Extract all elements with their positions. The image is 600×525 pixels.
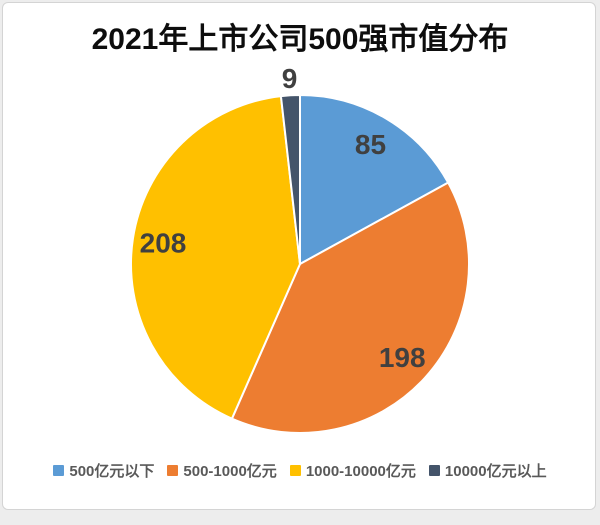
pie-slice-3 [279,94,301,265]
data-label-0: 85 [355,129,386,160]
pie-slice-0 [299,94,450,265]
pie-slice-1 [230,181,471,434]
data-label-3: 9 [282,63,298,94]
data-label-1: 198 [379,342,426,373]
legend-label: 500亿元以下 [69,463,155,480]
data-label-2: 208 [140,228,187,259]
legend-label: 10000亿元以上 [444,463,547,480]
legend: 500亿元以下 500-1000亿元 1000-10000亿元 10000亿元以上 [0,460,600,481]
legend-color-swatch [53,465,65,476]
pie-slice-2 [130,95,301,420]
chart-title: 2021年上市公司500强市值分布 [91,23,509,56]
pie-chart: 85 198 208 9 [130,63,471,434]
legend-item-0: 500亿元以下 [53,460,154,481]
legend-color-swatch [289,465,301,476]
legend-color-swatch [428,465,440,476]
legend-item-2: 1000-10000亿元 [289,460,416,481]
legend-color-swatch [167,465,179,476]
legend-label: 500-1000亿元 [183,463,277,480]
legend-item-1: 500-1000亿元 [167,460,277,481]
legend-item-3: 10000亿元以上 [428,460,547,481]
legend-label: 1000-10000亿元 [305,463,416,480]
